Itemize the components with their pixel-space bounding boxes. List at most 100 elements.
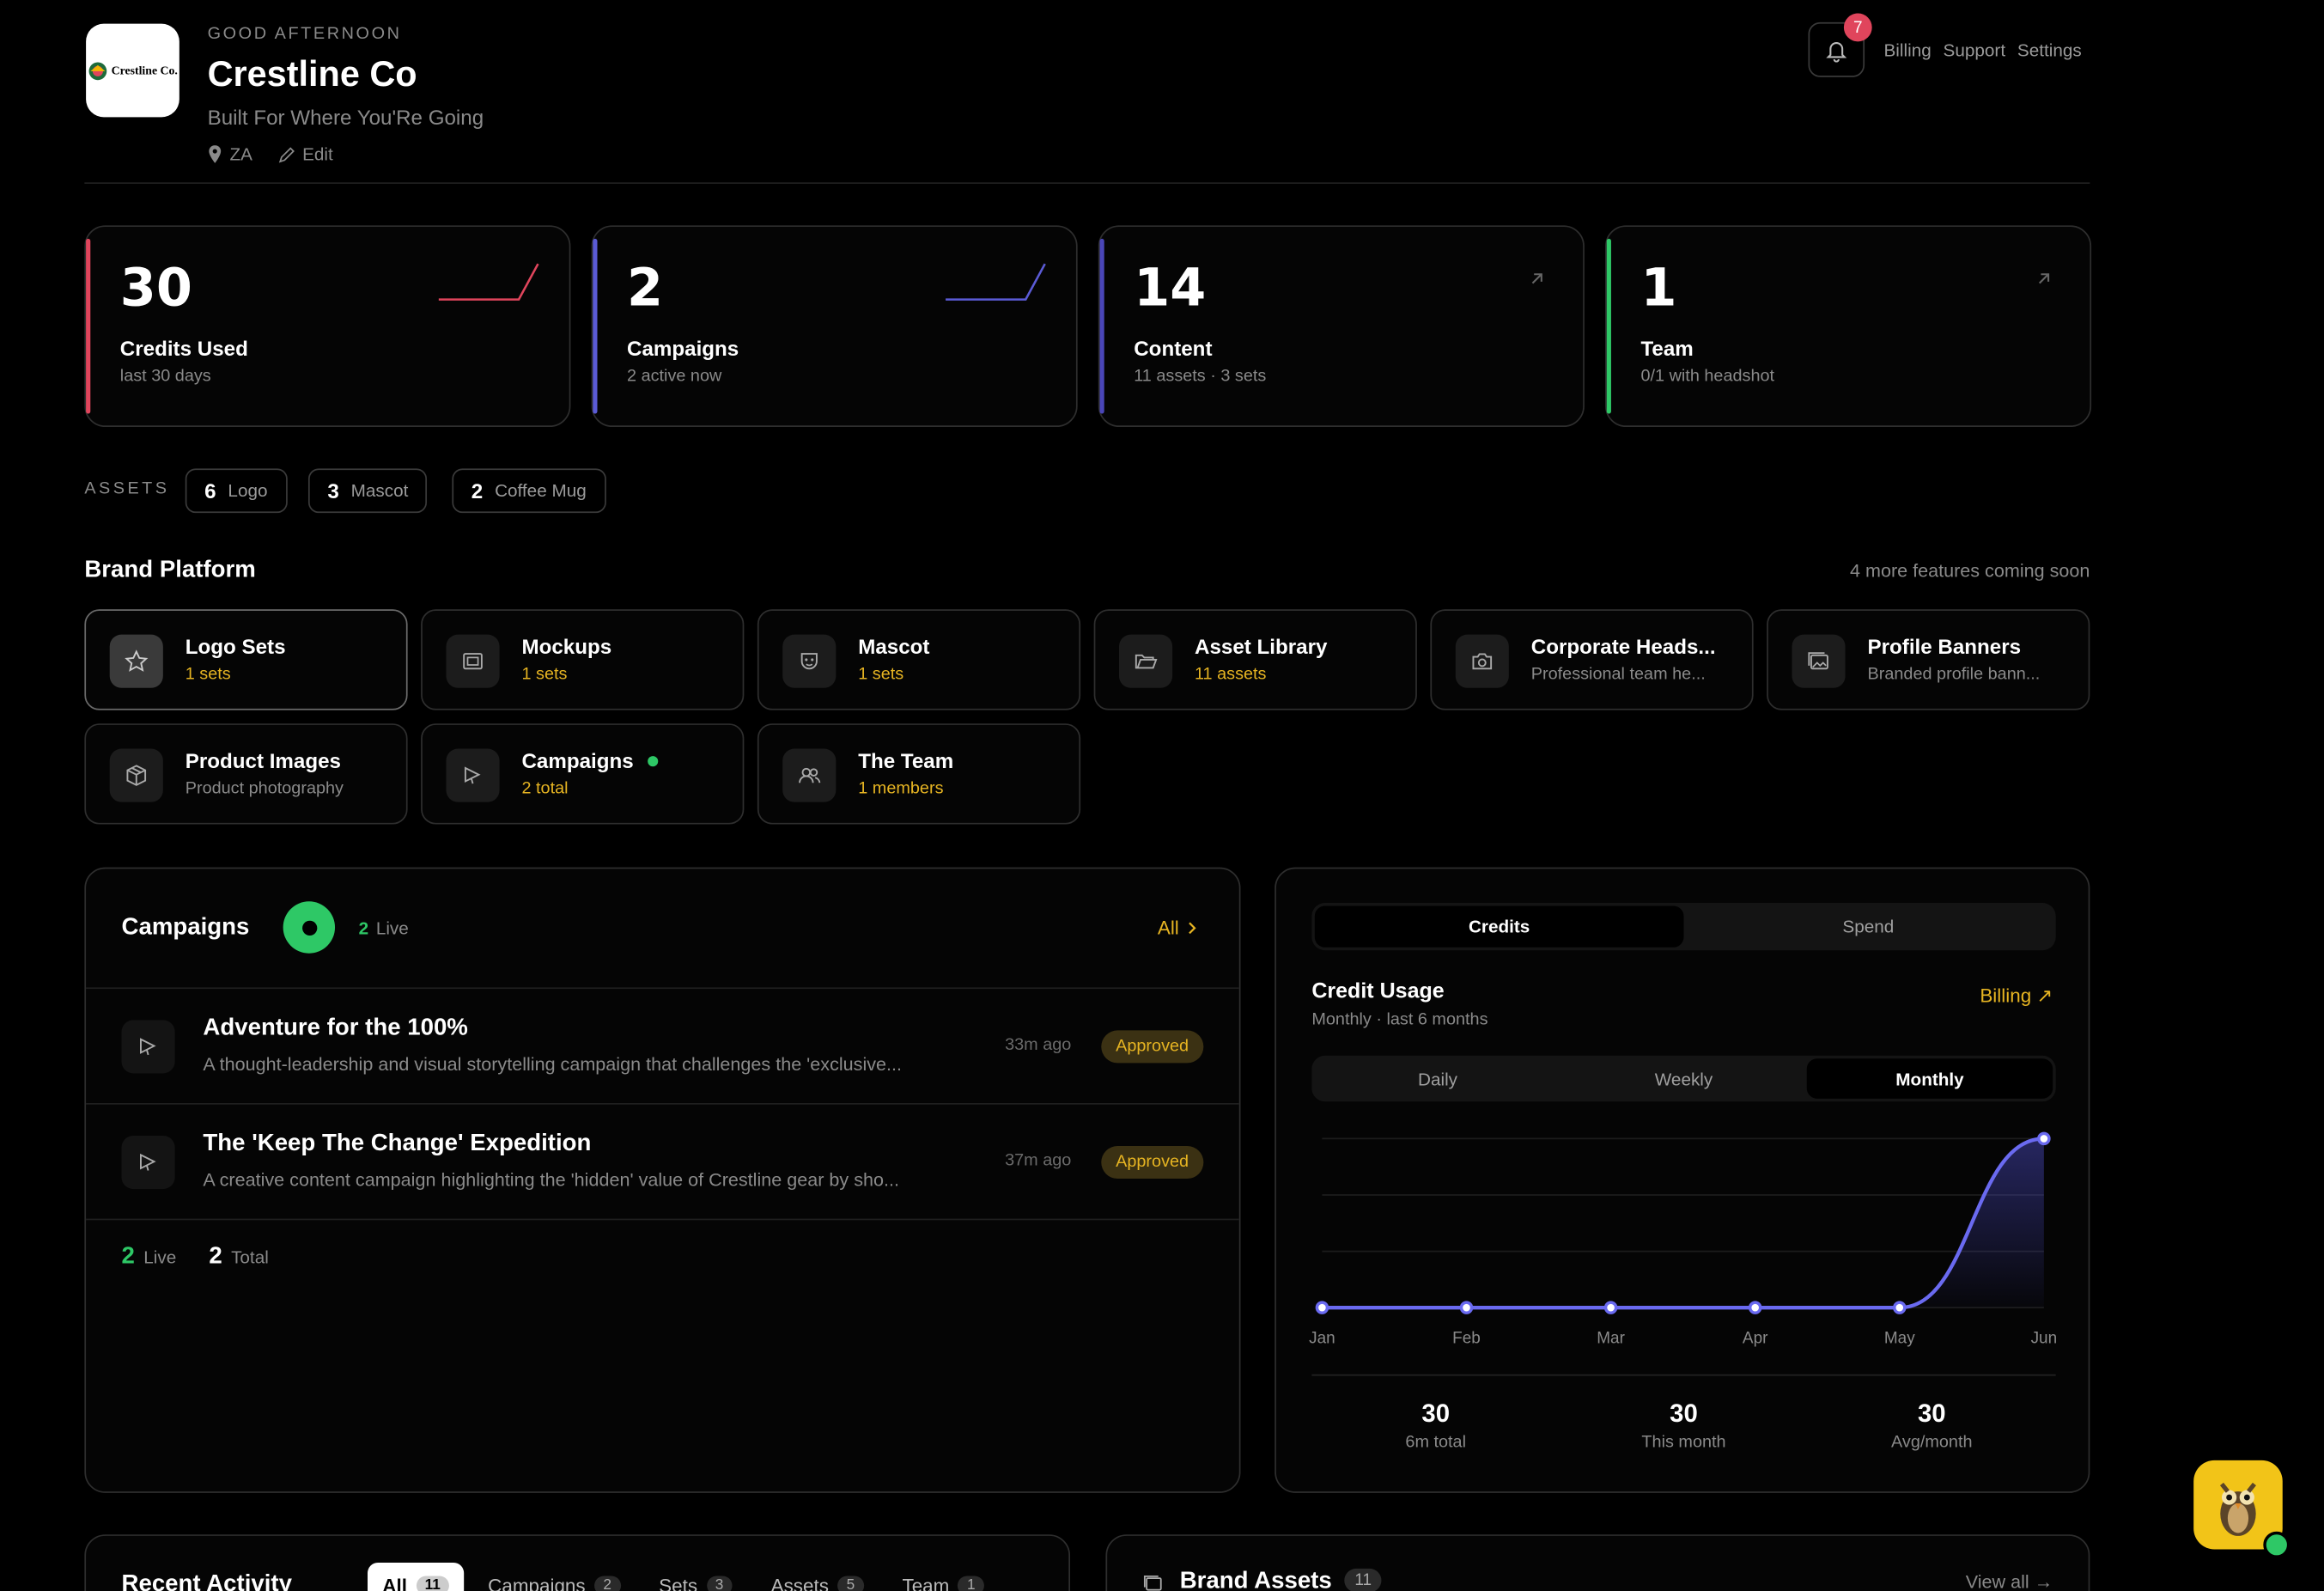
campaign-title: Adventure for the 100% (203, 1015, 468, 1041)
tile-sub: Professional team he... (1530, 665, 1706, 684)
tile-sub: 1 members (858, 779, 944, 798)
x-tick-label: Mar (1597, 1330, 1625, 1348)
tile-title: Campaigns (521, 748, 634, 773)
pill-count: 3 (327, 479, 339, 503)
pin-icon (209, 145, 222, 163)
tile-mockups[interactable]: Mockups 1 sets (421, 609, 745, 710)
summary-divider (1311, 1374, 2056, 1376)
tab-count: 11 (416, 1575, 450, 1591)
asset-pill-mascot[interactable]: 3 Mascot (307, 468, 428, 514)
tab-count: 5 (837, 1575, 864, 1591)
tile-sub: Product photography (185, 779, 344, 798)
tab-spend[interactable]: Spend (1842, 916, 1895, 937)
tile-the-team[interactable]: The Team 1 members (757, 723, 1081, 825)
logo-mark-icon (88, 61, 107, 80)
data-point (1893, 1301, 1907, 1314)
view-all-link[interactable]: View all → (1965, 1571, 2053, 1591)
tab-label: Assets (770, 1573, 829, 1591)
tile-sub: 11 assets (1194, 665, 1267, 684)
asset-pill-coffee-mug[interactable]: 2 Coffee Mug (452, 468, 606, 514)
tile-sub: 1 sets (185, 665, 231, 684)
megaphone-icon (121, 1135, 175, 1190)
usage-panel: Credits Spend Credit Usage Monthly · las… (1275, 867, 2090, 1493)
live-dot (648, 756, 659, 767)
all-campaigns-link[interactable]: All (1158, 917, 1198, 938)
campaigns-title: Campaigns (121, 914, 250, 941)
campaign-row[interactable]: The 'Keep The Change' Expedition A creat… (86, 1102, 1239, 1219)
tile-title: Profile Banners (1867, 634, 2022, 659)
usage-title: Credit Usage (1311, 979, 1445, 1004)
campaign-desc: A creative content campaign highlighting… (203, 1169, 899, 1191)
tab-credits[interactable]: Credits (1314, 905, 1684, 948)
stat-credits[interactable]: 30 Credits Used last 30 days (84, 225, 571, 428)
data-point (1459, 1301, 1474, 1314)
nav-billing[interactable]: Billing (1883, 40, 1932, 61)
pill-name: Coffee Mug (495, 480, 587, 502)
usage-tabs: Credits Spend (1311, 903, 2056, 951)
campaigns-footer: 2 Live 2 Total (86, 1218, 1239, 1308)
activity-tab-assets[interactable]: Assets 5 (756, 1563, 879, 1591)
box-icon (109, 748, 163, 802)
assets-label: ASSETS (84, 480, 170, 498)
online-status-dot (2263, 1531, 2291, 1558)
stat-campaigns[interactable]: 2 Campaigns 2 active now (591, 225, 1078, 428)
tile-mascot[interactable]: Mascot 1 sets (757, 609, 1081, 710)
tile-sub: Branded profile bann... (1867, 665, 2041, 684)
tile-campaigns[interactable]: Campaigns 2 total (421, 723, 745, 825)
tile-profile-banners[interactable]: Profile Banners Branded profile bann... (1767, 609, 2090, 710)
stat-accent-bar (593, 238, 598, 414)
stat-value: 2 (627, 259, 664, 320)
nav-settings[interactable]: Settings (2017, 40, 2082, 61)
period-daily[interactable]: Daily (1417, 1068, 1458, 1089)
period-monthly[interactable]: Monthly (1806, 1058, 2053, 1099)
period-weekly[interactable]: Weekly (1654, 1068, 1713, 1089)
tile-product-images[interactable]: Product Images Product photography (84, 723, 408, 825)
activity-tab-all[interactable]: All 11 (367, 1562, 465, 1591)
activity-tabs: All 11 Campaigns 2 Sets 3 Assets 5 Team 1 (367, 1562, 999, 1591)
data-point (1603, 1301, 1618, 1314)
stat-accent-bar (1099, 238, 1104, 414)
activity-tab-team[interactable]: Team 1 (887, 1563, 999, 1591)
edit-link[interactable]: Edit (278, 143, 333, 165)
stat-sub: 2 active now (627, 367, 722, 386)
tile-title: Product Images (185, 748, 341, 773)
summary-item: 30 Avg/month (1808, 1399, 2056, 1451)
nav-support[interactable]: Support (1943, 40, 2006, 61)
company-logo: Crestline Co. (86, 23, 179, 118)
tile-title: Mascot (858, 634, 930, 659)
sparkline-icon (946, 263, 1046, 301)
stat-sub: 0/1 with headshot (1640, 367, 1775, 386)
tile-logo-sets[interactable]: Logo Sets 1 sets (84, 609, 408, 710)
activity-tab-campaigns[interactable]: Campaigns 2 (473, 1563, 636, 1591)
stat-accent-bar (86, 238, 91, 414)
recent-activity-panel: Recent Activity All 11 Campaigns 2 Sets 3 A… (84, 1534, 1071, 1591)
billing-link[interactable]: Billing ↗ (1980, 984, 2053, 1007)
tile-corporate-headshots[interactable]: Corporate Heads... Professional team he.… (1430, 609, 1754, 710)
status-badge: Approved (1100, 1146, 1204, 1180)
footer-total-label: Total (231, 1247, 269, 1268)
tab-count: 3 (706, 1575, 733, 1591)
campaign-row[interactable]: Adventure for the 100% A thought-leaders… (86, 987, 1239, 1103)
stat-team[interactable]: 1 Team 0/1 with headshot (1605, 225, 2092, 428)
asset-pill-logo[interactable]: 6 Logo (185, 468, 287, 514)
camera-icon (1455, 634, 1509, 688)
tile-asset-library[interactable]: Asset Library 11 assets (1093, 609, 1417, 710)
brand-assets-count: 11 (1344, 1568, 1383, 1591)
tile-title: Mockups (521, 634, 612, 659)
notifications-button[interactable] (1808, 21, 1865, 77)
campaign-desc: A thought-leadership and visual storytel… (203, 1054, 903, 1076)
stat-content[interactable]: 14 Content 11 assets · 3 sets (1098, 225, 1585, 428)
location: ZA (208, 143, 252, 165)
footer-live: 2 Live (122, 1244, 177, 1271)
arrow-up-right-icon (2038, 273, 2050, 284)
tile-title: The Team (858, 748, 954, 773)
campaigns-panel: Campaigns 2 Live All Adventure for the 1… (84, 867, 1241, 1493)
period-tabs: Daily Weekly Monthly (1311, 1055, 2056, 1102)
summary-label: Avg/month (1891, 1433, 1973, 1452)
frame-icon (446, 634, 500, 688)
tile-title: Corporate Heads... (1530, 634, 1716, 659)
tile-sub: 2 total (521, 779, 569, 798)
footer-live-count: 2 (121, 1243, 135, 1270)
brand-assets-title: Brand Assets (1179, 1568, 1332, 1591)
activity-tab-sets[interactable]: Sets 3 (644, 1563, 747, 1591)
